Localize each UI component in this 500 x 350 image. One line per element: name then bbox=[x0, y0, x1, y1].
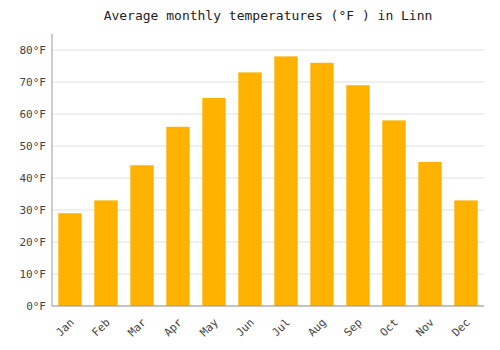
y-tick-label: 10°F bbox=[20, 268, 47, 281]
grid-line bbox=[52, 82, 484, 83]
bar bbox=[166, 127, 189, 306]
bar bbox=[418, 162, 441, 306]
grid-line bbox=[52, 114, 484, 115]
bar bbox=[238, 72, 261, 306]
bars bbox=[58, 56, 477, 306]
y-tick-label: 80°F bbox=[20, 44, 47, 57]
grid-line bbox=[52, 146, 484, 147]
bar bbox=[130, 165, 153, 306]
title: Average monthly temperatures (°F ) in Li… bbox=[104, 8, 433, 23]
x-tick-label: Feb bbox=[89, 316, 112, 339]
x-tick-label: Mar bbox=[125, 316, 149, 340]
x-tick-label: Oct bbox=[377, 316, 400, 339]
grid bbox=[52, 50, 484, 306]
x-tick-label: Jun bbox=[233, 316, 256, 339]
y-tick-label: 0°F bbox=[26, 300, 46, 313]
x-tick-label: Jan bbox=[53, 316, 76, 339]
x-tick-label: Nov bbox=[413, 316, 437, 340]
y-tick-label: 40°F bbox=[20, 172, 47, 185]
x-tick-label: Jul bbox=[269, 316, 292, 339]
x-axis-line bbox=[52, 306, 484, 307]
x-tick-label: Sep bbox=[341, 316, 364, 339]
bar bbox=[58, 213, 81, 306]
bar bbox=[94, 200, 117, 306]
grid-line bbox=[52, 50, 484, 51]
bar bbox=[310, 63, 333, 306]
y-tick-label: 30°F bbox=[20, 204, 47, 217]
bar bbox=[202, 98, 225, 306]
grid-line bbox=[52, 306, 484, 307]
x-tick-label: Aug bbox=[305, 316, 328, 339]
x-tick-label: Apr bbox=[161, 316, 185, 340]
y-tick-label: 70°F bbox=[20, 76, 47, 89]
y-tick-label: 20°F bbox=[20, 236, 47, 249]
y-tick-label: 60°F bbox=[20, 108, 47, 121]
y-axis-line bbox=[52, 34, 53, 306]
chart: Average monthly temperatures (°F ) in Li… bbox=[0, 0, 500, 350]
bar bbox=[274, 56, 297, 306]
y-tick-label: 50°F bbox=[20, 140, 47, 153]
bar bbox=[382, 120, 405, 306]
x-tick-label: Dec bbox=[449, 316, 472, 339]
bar bbox=[454, 200, 477, 306]
x-tick-label: May bbox=[197, 316, 221, 340]
bar bbox=[346, 85, 369, 306]
